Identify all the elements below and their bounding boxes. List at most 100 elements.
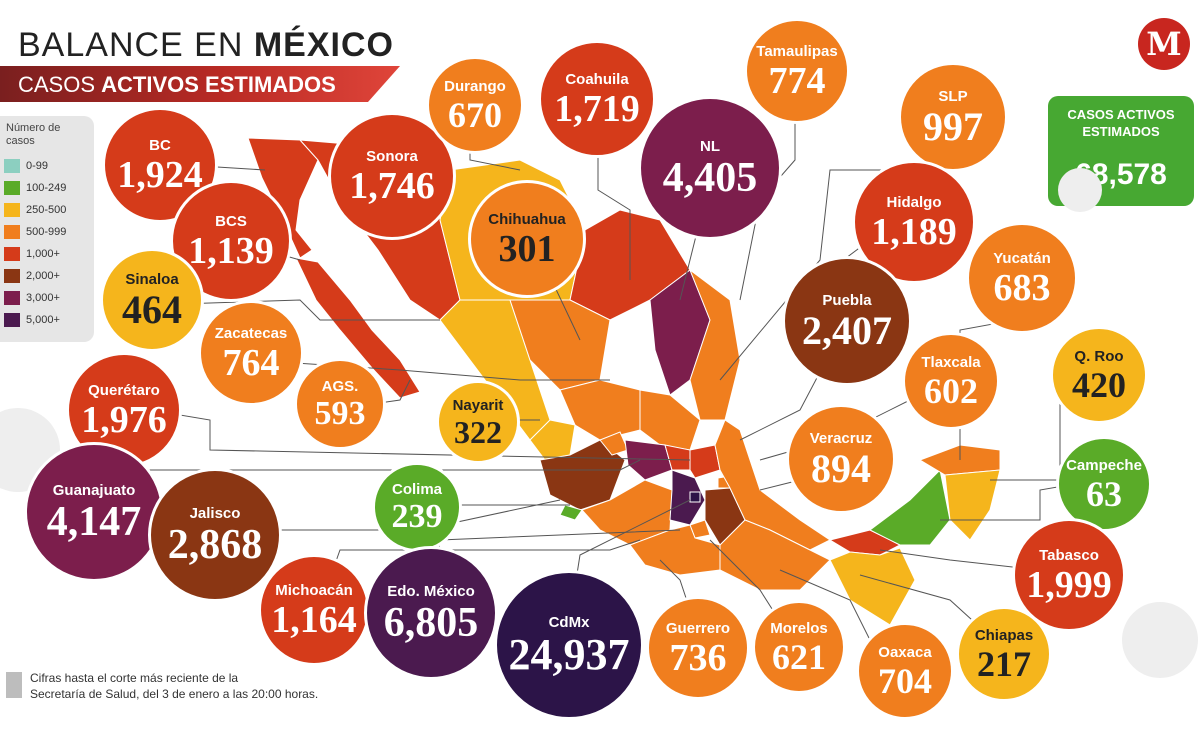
legend-label: 100-249 [26,182,67,194]
legend-label: 3,000+ [26,292,60,304]
state-bubble-ags: AGS. 593 [294,358,386,450]
state-value: 602 [924,370,978,411]
state-bubble-nayarit: Nayarit 322 [436,380,520,464]
state-bubble-zacatecas: Zacatecas 764 [198,300,304,406]
state-value: 670 [448,94,502,135]
state-value: 24,937 [508,629,630,679]
state-bubble-cdmx: CdMx 24,937 [494,570,644,720]
legend-label: 500-999 [26,226,67,238]
legend-swatch [4,203,20,217]
legend-swatch [4,269,20,283]
state-name: Chihuahua [488,210,566,228]
state-name: Coahuila [565,70,629,88]
state-bubble-tlaxcala: Tlaxcala 602 [902,332,1000,430]
state-bubble-michoacan: Michoacán 1,164 [258,554,370,666]
state-bubble-bc: BC 1,924 [102,107,218,223]
legend-label: 0-99 [26,160,49,172]
state-name: BC [149,136,171,154]
state-bubble-yucatan: Yucatán 683 [966,222,1078,334]
state-value: 736 [669,636,727,679]
state-name: Colima [391,480,442,498]
state-name: Sinaloa [125,270,179,288]
state-bubble-colima: Colima 239 [372,462,462,552]
state-bubble-sinaloa: Sinaloa 464 [100,248,204,352]
state-value: 621 [772,636,826,677]
state-name: Querétaro [88,381,160,399]
page-title: BALANCE EN MÉXICO [18,26,394,65]
state-bubble-chiapas: Chiapas 217 [956,606,1052,702]
state-value: 322 [454,413,502,450]
region-colima [559,504,583,521]
state-name: Hidalgo [886,193,942,211]
legend-item: 100-249 [4,180,66,196]
state-bubble-tamaulipas: Tamaulipas 774 [744,18,850,124]
state-name: Chiapas [974,626,1034,644]
state-value: 593 [314,394,366,432]
state-bubble-puebla: Puebla 2,407 [782,256,912,386]
state-bubble-tabasco: Tabasco 1,999 [1012,518,1126,632]
state-value: 2,868 [167,521,263,568]
legend-item: 3,000+ [4,290,60,306]
state-name: NL [700,137,720,155]
state-value: 4,147 [46,498,142,545]
state-name: Nayarit [452,396,504,414]
state-name: Tlaxcala [921,353,981,371]
state-bubble-veracruz: Veracruz 894 [786,404,896,514]
legend-item: 250-500 [4,202,66,218]
state-value: 63 [1086,473,1122,514]
state-name: Durango [444,77,506,95]
state-name: SLP [938,87,968,105]
state-value: 894 [811,445,871,491]
state-bubble-coahuila: Coahuila 1,719 [538,40,656,158]
state-bubble-guanajuato: Guanajuato 4,147 [24,442,164,582]
region-slp [639,389,701,451]
state-name: Morelos [770,619,828,637]
state-bubble-chihuahua: Chihuahua 301 [468,180,586,298]
state-value: 683 [993,266,1051,309]
state-value: 1,189 [871,210,957,253]
legend-swatch [4,225,20,239]
state-name: Puebla [822,291,872,309]
subtitle-part-b: ACTIVOS ESTIMADOS [101,72,336,97]
subtitle-banner [0,66,400,102]
milenio-logo: M [1138,18,1190,70]
region-qroo [944,469,1001,541]
legend-swatch [4,247,20,261]
state-value: 1,164 [271,598,357,641]
state-value: 997 [923,103,983,149]
state-bubble-slp: SLP 997 [898,62,1008,172]
state-value: 1,139 [188,229,274,272]
region-chiapas [829,547,916,626]
legend-item: 1,000+ [4,246,60,262]
footnote-line: Cifras hasta el corte más reciente de la [30,671,239,685]
legend-title: Número de casos [6,122,61,147]
state-bubble-qroo: Q. Roo 420 [1050,326,1148,424]
total-label: CASOS ACTIVOS ESTIMADOS [1067,107,1175,139]
state-bubble-jalisco: Jalisco 2,868 [148,468,282,602]
state-name: Zacatecas [214,324,288,342]
legend-item: 500-999 [4,224,66,240]
legend: Número de casos 0-99 100-249 250-500 500… [0,116,94,342]
legend-label: 250-500 [26,204,67,216]
state-value: 2,407 [802,307,892,353]
state-bubble-edomex: Edo. México 6,805 [364,546,498,680]
legend-label: 2,000+ [26,270,60,282]
state-bubble-oaxaca: Oaxaca 704 [856,622,954,720]
state-name: Sonora [366,147,418,165]
state-bubble-durango: Durango 670 [426,56,524,154]
state-bubble-morelos: Morelos 621 [752,600,846,694]
state-name: Campeche [1066,456,1142,474]
state-name: Yucatán [993,249,1051,267]
state-value: 1,924 [117,153,203,196]
state-name: Tamaulipas [756,42,838,60]
state-value: 1,999 [1026,563,1112,606]
footnote-line: Secretaría de Salud, del 3 de enero a la… [30,687,319,701]
legend-item: 2,000+ [4,268,60,284]
state-value: 301 [498,227,556,270]
legend-swatch [4,159,20,173]
state-name: Guanajuato [52,481,136,499]
state-value: 774 [768,59,826,102]
subtitle: CASOS ACTIVOS ESTIMADOS [18,72,336,98]
state-name: Oaxaca [878,643,932,661]
state-value: 1,976 [81,398,167,441]
